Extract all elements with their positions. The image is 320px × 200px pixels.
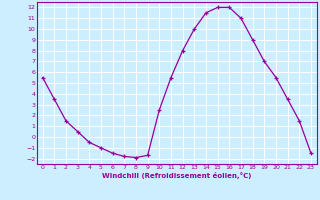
X-axis label: Windchill (Refroidissement éolien,°C): Windchill (Refroidissement éolien,°C) <box>102 172 252 179</box>
